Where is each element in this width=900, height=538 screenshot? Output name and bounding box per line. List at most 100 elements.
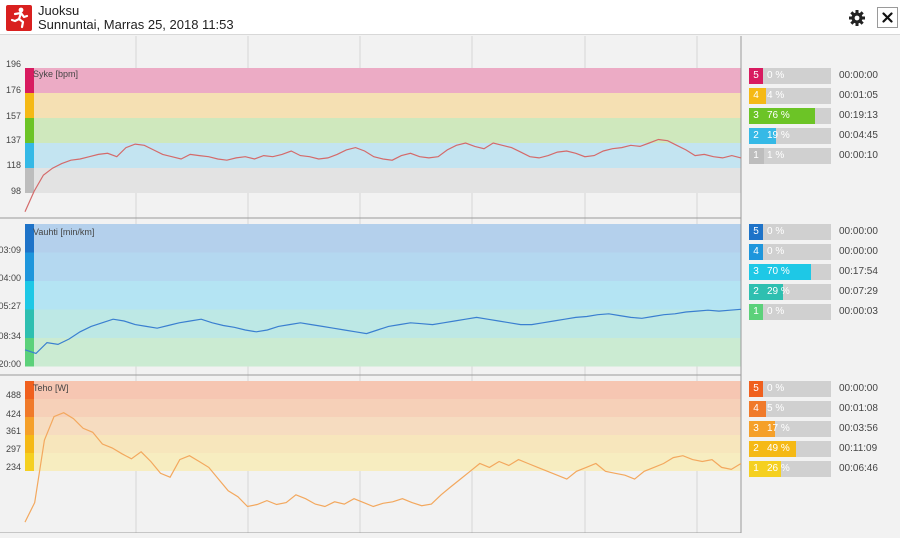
zone-number: 1 — [749, 461, 763, 477]
zone-bar-fill — [763, 421, 775, 437]
zone-time: 00:19:13 — [839, 110, 878, 121]
charts-svg: Syke [bpm] 196 176 157 137 118 98 Vauhti [min/k… — [0, 36, 742, 534]
y-tick-label: 05:27 — [0, 301, 21, 311]
zone-band — [25, 453, 741, 471]
zone-color-strip — [25, 417, 34, 435]
zone-color-strip — [25, 281, 34, 310]
zone-bar: 0 % — [763, 224, 831, 240]
zone-percent: 0 % — [767, 306, 785, 317]
activity-datetime: Sunnuntai, Marras 25, 2018 11:53 — [38, 17, 234, 32]
zone-color-strip — [25, 93, 34, 118]
zone-bar-fill — [763, 128, 776, 144]
zone-bar-fill — [763, 441, 797, 457]
activity-title: Juoksu — [38, 3, 80, 18]
zone-time: 00:17:54 — [839, 266, 878, 277]
zone-time: 00:00:00 — [839, 70, 878, 81]
zone-band — [25, 399, 741, 417]
zone-row: 2 49 % 00:11:09 — [749, 441, 899, 460]
zone-percent: 5 % — [767, 403, 785, 414]
zone-row: 4 0 % 00:00:00 — [749, 244, 899, 263]
zone-number: 1 — [749, 148, 763, 164]
panel-label: Syke [bpm] — [33, 69, 78, 79]
zone-row: 5 0 % 00:00:00 — [749, 224, 899, 243]
zone-bar-fill — [763, 108, 815, 124]
y-tick-label: 157 — [6, 111, 21, 121]
y-tick-label: 08:34 — [0, 331, 21, 341]
zone-bar: 5 % — [763, 401, 831, 417]
series-line — [24, 412, 742, 523]
zone-percent: 4 % — [767, 90, 785, 101]
zone-bar-fill — [763, 148, 764, 164]
panel-label: Vauhti [min/km] — [33, 227, 94, 237]
zone-bar: 19 % — [763, 128, 831, 144]
zone-number: 3 — [749, 264, 763, 280]
zone-number: 2 — [749, 441, 763, 457]
zone-number: 4 — [749, 401, 763, 417]
zone-number: 5 — [749, 381, 763, 397]
zone-bar: 4 % — [763, 88, 831, 104]
zone-percent: 0 % — [767, 383, 785, 394]
zone-time: 00:00:00 — [839, 226, 878, 237]
zone-band — [25, 93, 741, 118]
zone-time: 00:00:00 — [839, 383, 878, 394]
zone-percent: 70 % — [767, 266, 790, 277]
zone-percent: 0 % — [767, 70, 785, 81]
y-tick-label: 04:00 — [0, 273, 21, 283]
zone-percent: 0 % — [767, 226, 785, 237]
zone-row: 2 19 % 00:04:45 — [749, 128, 899, 147]
gear-icon[interactable] — [846, 7, 868, 29]
series-line — [24, 308, 742, 355]
zone-bar: 0 % — [763, 68, 831, 84]
zone-row: 2 29 % 00:07:29 — [749, 284, 899, 303]
running-person-icon — [6, 5, 32, 31]
y-tick-label: 137 — [6, 135, 21, 145]
zone-time: 00:03:56 — [839, 423, 878, 434]
zone-number: 4 — [749, 244, 763, 260]
zone-color-strip — [25, 399, 34, 417]
zone-band — [25, 417, 741, 435]
zone-time: 00:07:29 — [839, 286, 878, 297]
zone-bar: 70 % — [763, 264, 831, 280]
zone-row: 3 70 % 00:17:54 — [749, 264, 899, 283]
y-tick-label: 20:00 — [0, 359, 21, 369]
zone-color-strip — [25, 224, 34, 253]
zone-number: 3 — [749, 108, 763, 124]
y-tick-label: 234 — [6, 462, 21, 472]
zone-color-strip — [25, 338, 34, 367]
zone-percent: 17 % — [767, 423, 790, 434]
zone-time: 00:00:00 — [839, 246, 878, 257]
zone-color-strip — [25, 68, 34, 93]
zone-band — [25, 309, 741, 338]
zone-row: 5 0 % 00:00:00 — [749, 68, 899, 87]
zone-percent: 1 % — [767, 150, 785, 161]
zone-number: 4 — [749, 88, 763, 104]
zone-bar-fill — [763, 264, 811, 280]
zone-bar: 76 % — [763, 108, 831, 124]
y-tick-label: 03:09 — [0, 245, 21, 255]
zone-bar-fill — [763, 401, 767, 417]
zone-color-strip — [25, 435, 34, 453]
zone-percent: 19 % — [767, 130, 790, 141]
zone-color-strip — [25, 118, 34, 143]
y-tick-label: 118 — [7, 160, 21, 170]
zone-percent: 76 % — [767, 110, 790, 121]
zone-band — [25, 168, 741, 193]
zone-number: 5 — [749, 68, 763, 84]
zone-percent: 0 % — [767, 246, 785, 257]
zone-bar: 49 % — [763, 441, 831, 457]
zone-time: 00:11:09 — [839, 443, 878, 454]
zone-color-strip — [25, 252, 34, 281]
zone-bar: 26 % — [763, 461, 831, 477]
y-tick-label: 196 — [6, 59, 21, 69]
close-button[interactable] — [877, 7, 898, 28]
zone-time: 00:06:46 — [839, 463, 878, 474]
y-tick-label: 361 — [6, 426, 21, 436]
zone-color-strip — [25, 453, 34, 471]
zone-color-strip — [25, 143, 34, 168]
panel-label: Teho [W] — [33, 383, 69, 393]
zone-time: 00:00:03 — [839, 306, 878, 317]
zone-bar: 0 % — [763, 304, 831, 320]
zone-row: 4 4 % 00:01:05 — [749, 88, 899, 107]
zone-percent: 49 % — [767, 443, 790, 454]
zone-bar: 17 % — [763, 421, 831, 437]
